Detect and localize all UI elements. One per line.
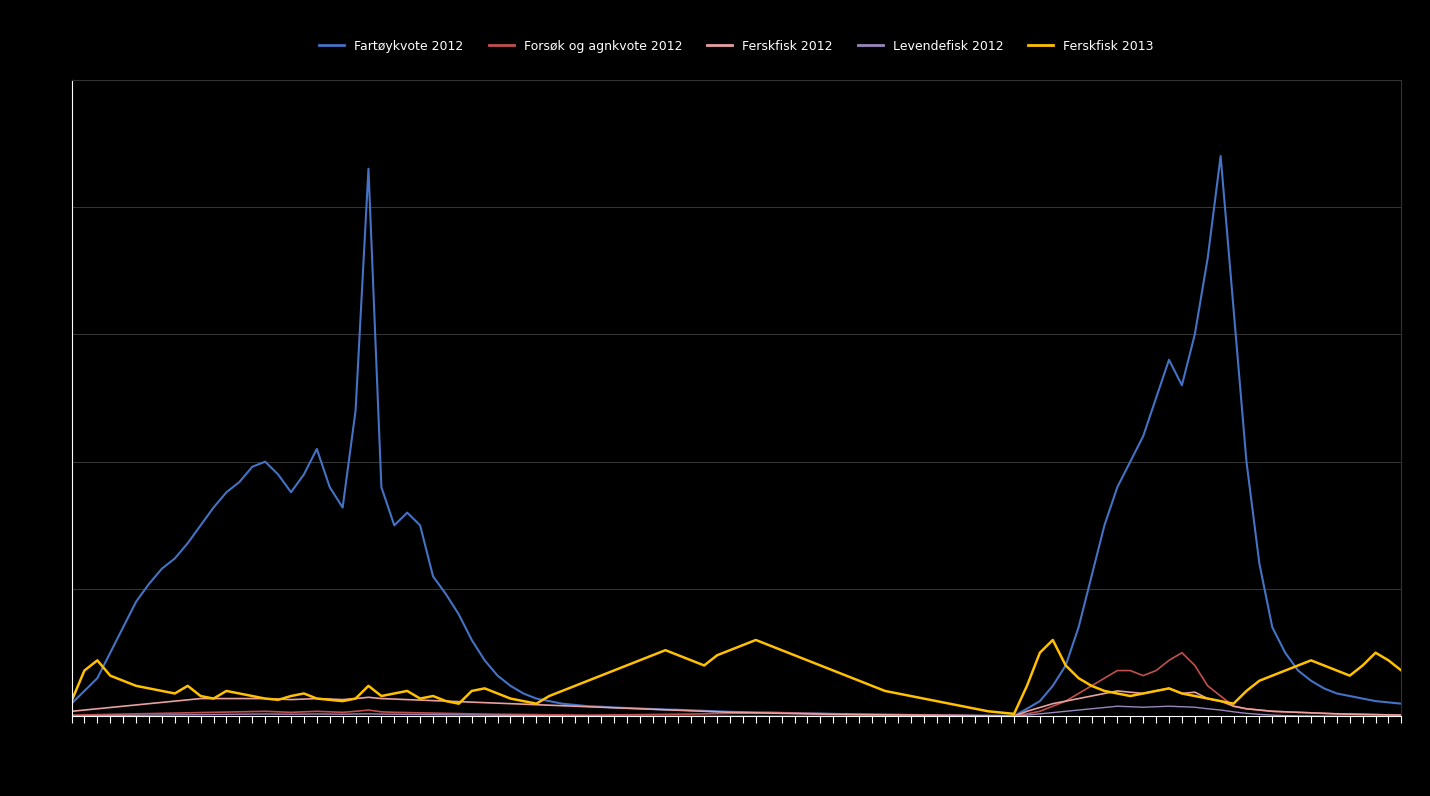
Line: Forsøk og agnkvote 2012: Forsøk og agnkvote 2012 (72, 653, 1401, 716)
Forsøk og agnkvote 2012 (1303, 708, 1320, 718)
Ferskfisk 2012 (1367, 710, 1384, 720)
Ferskfisk 2013 (1367, 648, 1384, 657)
Forsøk og agnkvote 2012 (399, 708, 416, 717)
Forsøk og agnkvote 2012 (721, 708, 738, 718)
Levendefisk 2012 (63, 711, 80, 720)
Line: Fartøykvote 2012: Fartøykvote 2012 (72, 156, 1401, 716)
Forsøk og agnkvote 2012 (1367, 710, 1384, 720)
Levendefisk 2012 (735, 712, 752, 721)
Forsøk og agnkvote 2012 (63, 710, 80, 720)
Ferskfisk 2013 (1005, 709, 1022, 719)
Fartøykvote 2012 (1213, 151, 1230, 161)
Fartøykvote 2012 (1005, 711, 1022, 720)
Levendefisk 2012 (1367, 712, 1384, 721)
Forsøk og agnkvote 2012 (1005, 711, 1022, 720)
Line: Levendefisk 2012: Levendefisk 2012 (72, 706, 1401, 716)
Levendefisk 2012 (695, 712, 712, 721)
Ferskfisk 2013 (399, 686, 416, 696)
Levendefisk 2012 (1303, 712, 1320, 721)
Levendefisk 2012 (1108, 701, 1125, 711)
Line: Ferskfisk 2012: Ferskfisk 2012 (72, 689, 1401, 716)
Ferskfisk 2013 (1393, 665, 1410, 675)
Ferskfisk 2012 (1393, 710, 1410, 720)
Fartøykvote 2012 (63, 699, 80, 708)
Ferskfisk 2012 (1005, 712, 1022, 721)
Ferskfisk 2013 (721, 646, 738, 655)
Levendefisk 2012 (450, 710, 468, 720)
Levendefisk 2012 (399, 709, 416, 719)
Ferskfisk 2013 (1303, 656, 1320, 665)
Fartøykvote 2012 (1393, 699, 1410, 708)
Fartøykvote 2012 (102, 648, 119, 657)
Fartøykvote 2012 (721, 707, 738, 716)
Ferskfisk 2012 (721, 708, 738, 717)
Forsøk og agnkvote 2012 (1174, 648, 1191, 657)
Ferskfisk 2013 (63, 696, 80, 706)
Forsøk og agnkvote 2012 (102, 709, 119, 719)
Ferskfisk 2013 (450, 699, 468, 708)
Ferskfisk 2013 (748, 635, 765, 645)
Ferskfisk 2012 (63, 707, 80, 716)
Ferskfisk 2012 (1160, 684, 1177, 693)
Ferskfisk 2012 (399, 695, 416, 704)
Ferskfisk 2013 (102, 671, 119, 681)
Fartøykvote 2012 (399, 508, 416, 517)
Levendefisk 2012 (1393, 712, 1410, 721)
Levendefisk 2012 (102, 711, 119, 720)
Ferskfisk 2012 (450, 696, 468, 706)
Ferskfisk 2012 (1303, 708, 1320, 718)
Forsøk og agnkvote 2012 (1393, 710, 1410, 720)
Legend: Fartøykvote 2012, Forsøk og agnkvote 2012, Ferskfisk 2012, Levendefisk 2012, Fer: Fartøykvote 2012, Forsøk og agnkvote 201… (315, 35, 1158, 58)
Fartøykvote 2012 (1303, 676, 1320, 685)
Fartøykvote 2012 (450, 610, 468, 619)
Ferskfisk 2012 (102, 703, 119, 712)
Forsøk og agnkvote 2012 (450, 708, 468, 718)
Line: Ferskfisk 2013: Ferskfisk 2013 (72, 640, 1401, 714)
Fartøykvote 2012 (1367, 696, 1384, 706)
